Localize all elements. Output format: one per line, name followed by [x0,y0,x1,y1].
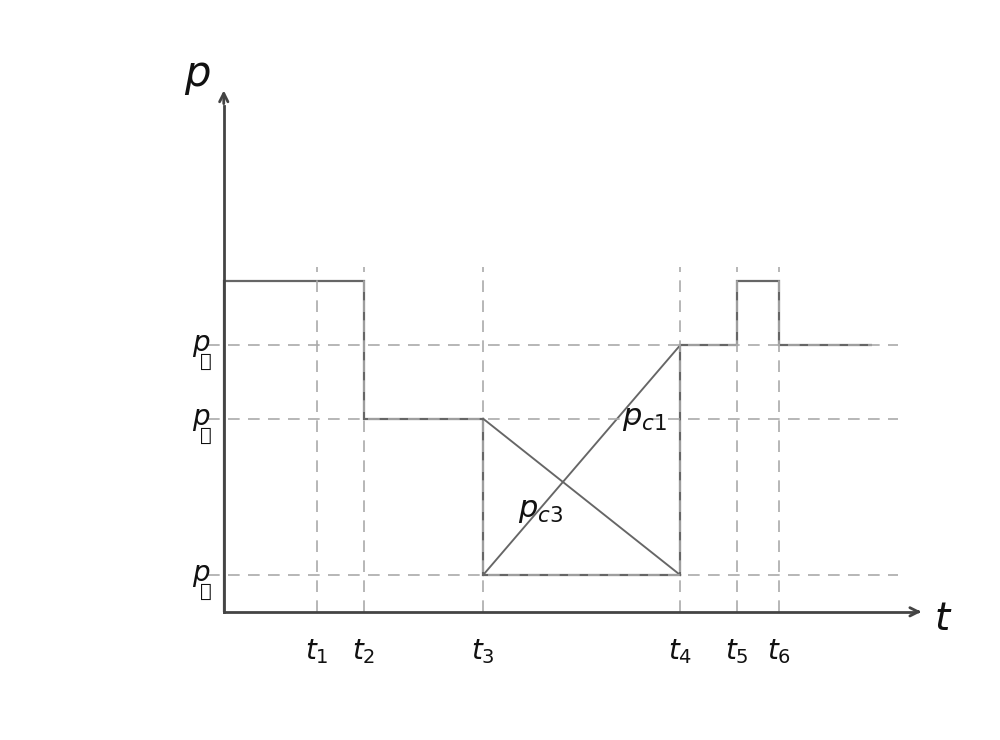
Text: $\it{p}$: $\it{p}$ [192,561,211,589]
Text: $\it{t}$: $\it{t}$ [934,599,953,638]
Text: 准: 准 [200,582,212,601]
Text: $\it{t}_{6}$: $\it{t}_{6}$ [767,637,791,666]
Text: $\it{t}_{2}$: $\it{t}_{2}$ [352,637,375,666]
Text: 分: 分 [200,425,212,445]
Text: $\it{p}_{c1}$: $\it{p}_{c1}$ [622,404,666,433]
Text: $\it{p}_{c3}$: $\it{p}_{c3}$ [518,496,563,525]
Text: $\it{p}$: $\it{p}$ [192,405,211,433]
Text: $\it{t}_{4}$: $\it{t}_{4}$ [668,637,692,666]
Text: $\it{p}$: $\it{p}$ [192,331,211,359]
Text: $\it{t}_{5}$: $\it{t}_{5}$ [725,637,749,666]
Text: $\it{t}_{1}$: $\it{t}_{1}$ [305,637,329,666]
Text: $\it{p}$: $\it{p}$ [184,55,211,97]
Text: $\it{t}_{3}$: $\it{t}_{3}$ [471,637,495,666]
Text: 合: 合 [200,352,212,371]
